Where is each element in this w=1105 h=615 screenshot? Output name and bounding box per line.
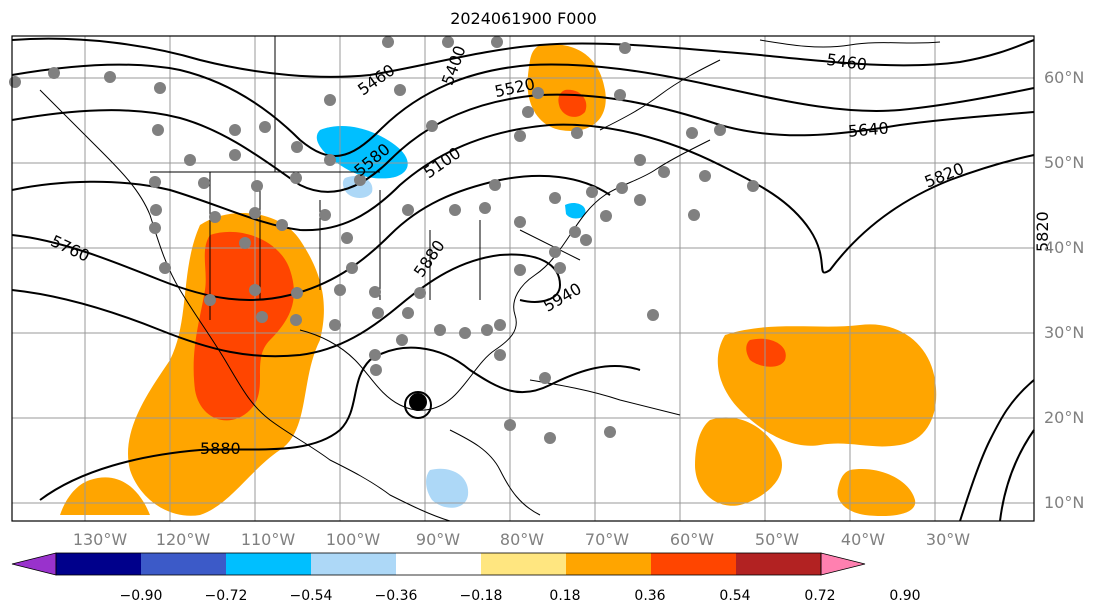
- shade-west-red: [193, 231, 294, 421]
- lat-label: 30°N: [1044, 323, 1084, 342]
- colorbar-border: [55, 552, 822, 576]
- lat-label: 60°N: [1044, 68, 1084, 87]
- shade-mexico-lightblue: [426, 468, 469, 508]
- colorbar-segment: [141, 553, 226, 575]
- lat-label: 20°N: [1044, 408, 1084, 427]
- colorbar-segment: [396, 553, 481, 575]
- station-dots: [9, 36, 759, 444]
- shade-south-atlantic-orange: [695, 417, 782, 506]
- lon-label: 30°W: [926, 530, 970, 549]
- colorbar-tick-label: −0.36: [375, 588, 418, 604]
- lat-label: 10°N: [1044, 493, 1084, 512]
- graticule: [12, 36, 1034, 521]
- lon-label: 40°W: [841, 530, 885, 549]
- colorbar-tick-label: −0.18: [460, 588, 503, 604]
- lon-label: 110°W: [241, 530, 296, 549]
- contour-label: 5820: [1033, 211, 1052, 252]
- shade-hudson-red: [558, 89, 587, 117]
- colorbar-segment: [736, 553, 821, 575]
- colorbar-segment: [311, 553, 396, 575]
- lon-label: 90°W: [416, 530, 460, 549]
- contour-label: 5880: [200, 439, 241, 458]
- lon-label: 80°W: [500, 530, 544, 549]
- lat-label: 50°N: [1044, 153, 1084, 172]
- shaded-field-layer: [60, 44, 937, 517]
- contour-label: 5640: [847, 118, 889, 140]
- colorbar-tick-label: −0.54: [290, 588, 333, 604]
- shade-west-south-orange: [60, 477, 150, 515]
- map-title: 2024061900 F000: [450, 9, 597, 28]
- colorbar-ticks: −0.90 −0.72 −0.54 −0.36 −0.18 0.18 0.36 …: [120, 588, 921, 604]
- colorbar-tick-label: 0.54: [719, 588, 750, 604]
- lon-label: 130°W: [73, 530, 128, 549]
- shade-atlantic-red: [746, 338, 786, 367]
- shade-nova-scotia-blue: [565, 203, 586, 219]
- colorbar-segment: [651, 553, 736, 575]
- height-contours: [11, 37, 1035, 522]
- colorbar-tick-label: −0.90: [120, 588, 163, 604]
- colorbar-tick-label: 0.36: [634, 588, 665, 604]
- lon-label: 50°W: [755, 530, 799, 549]
- longitude-labels: 130°W 120°W 110°W 100°W 90°W 80°W 70°W 6…: [73, 530, 970, 549]
- latitude-labels: 60°N 50°N 40°N 30°N 20°N 10°N: [1044, 68, 1084, 512]
- colorbar-segment: [226, 553, 311, 575]
- colorbar-tick-label: 0.72: [804, 588, 835, 604]
- colorbar-tick-label: 0.18: [549, 588, 580, 604]
- shade-sw-atlantic-orange: [837, 469, 916, 517]
- lon-label: 100°W: [326, 530, 381, 549]
- colorbar-extend-high: [820, 552, 866, 576]
- colorbar-segment: [566, 553, 651, 575]
- colorbar-tick-label: 0.90: [889, 588, 920, 604]
- colorbar-segment: [481, 553, 566, 575]
- lat-label: 40°N: [1044, 238, 1084, 257]
- lon-label: 60°W: [670, 530, 714, 549]
- lon-label: 70°W: [585, 530, 629, 549]
- coastlines: [39, 36, 941, 522]
- colorbar: [11, 552, 866, 576]
- colorbar-segment: [56, 553, 141, 575]
- colorbar-extend-low: [11, 552, 57, 576]
- lon-label: 120°W: [156, 530, 211, 549]
- colorbar-tick-label: −0.72: [205, 588, 248, 604]
- map-border: [11, 35, 1035, 522]
